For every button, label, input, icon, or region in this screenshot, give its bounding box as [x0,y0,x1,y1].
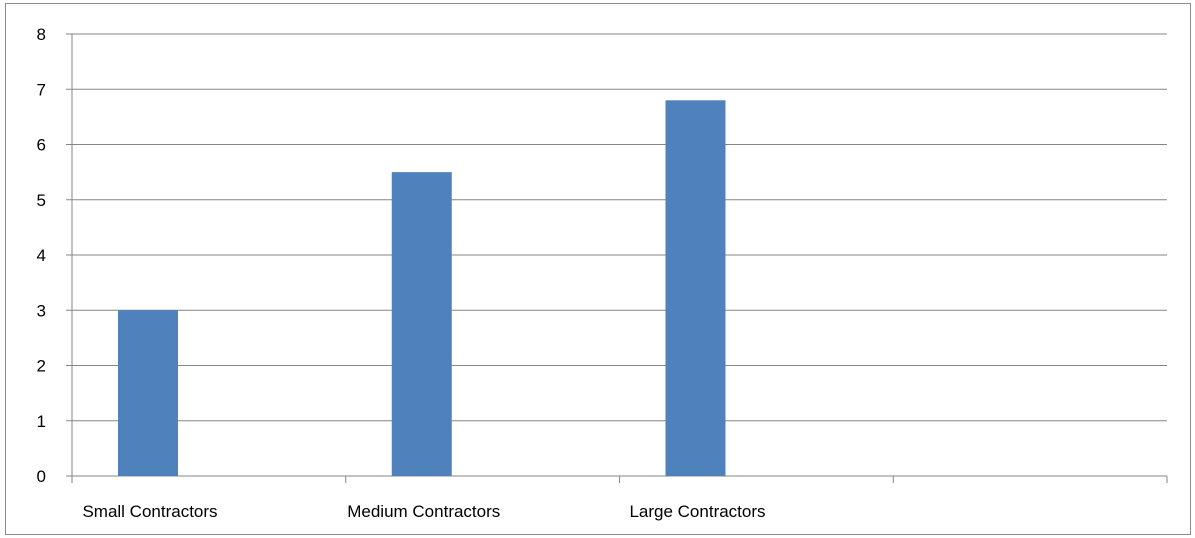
y-tick-label: 3 [37,301,46,320]
y-tick-label: 4 [37,246,46,265]
gridlines [72,33,1167,422]
x-tick-label: Large Contractors [629,502,765,521]
bar-large-contractors [665,100,726,477]
x-tick-labels: Small Contractors Medium Contractors Large… [82,502,765,521]
bar-medium-contractors [391,172,452,476]
chart-frame [5,3,1191,535]
y-tick-label: 2 [37,357,46,376]
x-tick-label: Small Contractors [82,502,217,521]
y-tick-label: 7 [37,80,46,99]
axes [66,33,1168,483]
y-tick-label: 0 [37,467,46,486]
bars [118,100,726,477]
y-tick-labels: 0 1 2 3 4 5 6 7 8 [37,25,46,486]
y-tick-label: 5 [37,191,46,210]
y-tick-label: 8 [37,25,46,44]
bar-small-contractors [118,310,178,476]
x-tick-label: Medium Contractors [347,502,500,521]
y-tick-label: 6 [37,136,46,155]
y-tick-label: 1 [37,412,46,431]
